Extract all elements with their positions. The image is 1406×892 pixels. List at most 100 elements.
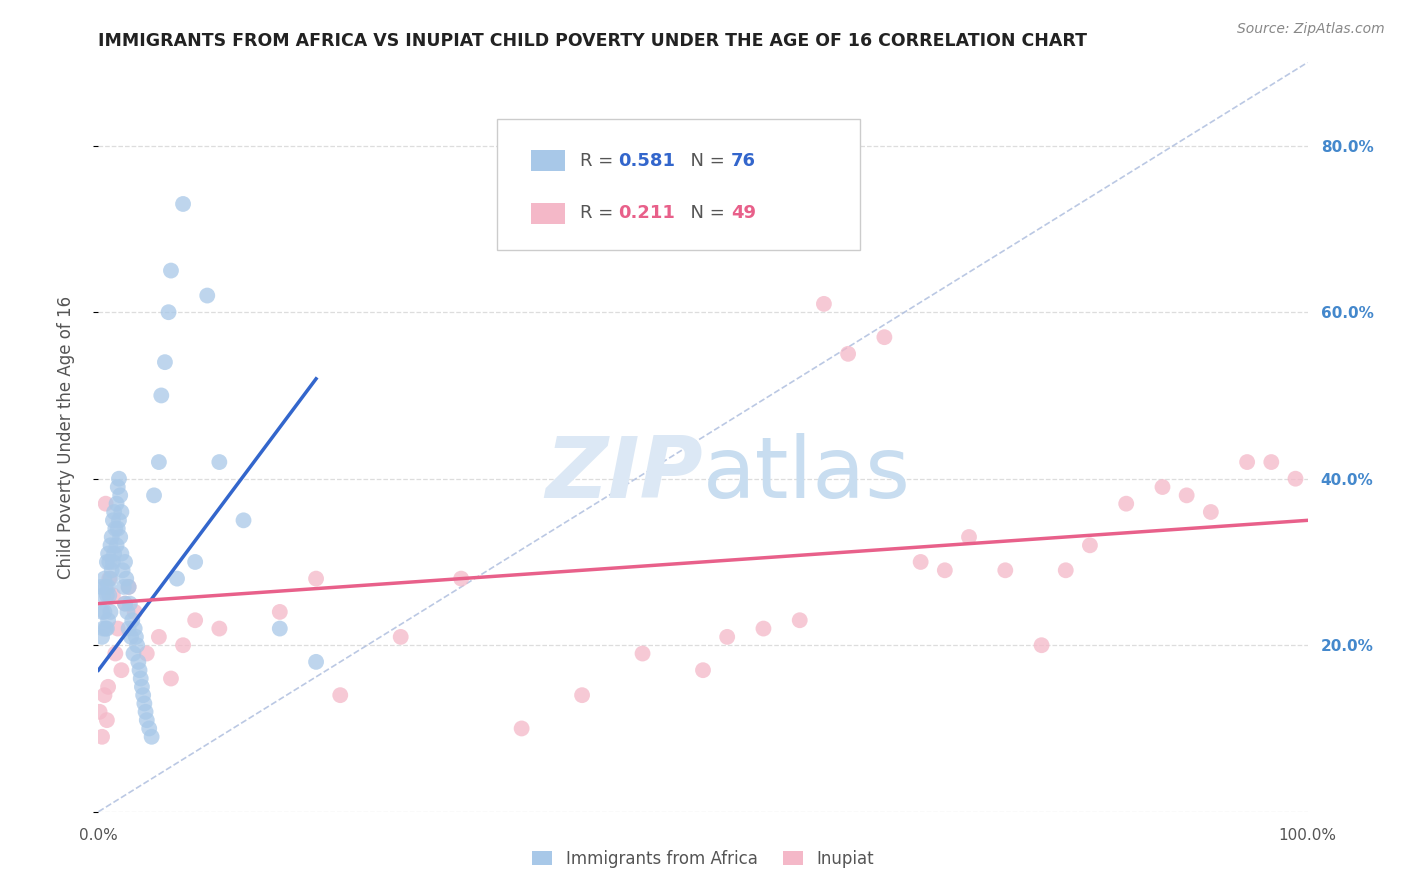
Point	[94, 580, 117, 594]
Point	[184, 613, 207, 627]
Point	[91, 622, 114, 636]
Point	[125, 630, 148, 644]
Point	[631, 647, 654, 661]
Point	[305, 572, 328, 586]
Point	[110, 663, 132, 677]
Point	[135, 647, 157, 661]
FancyBboxPatch shape	[531, 151, 565, 171]
Point	[122, 647, 145, 661]
Point	[96, 555, 118, 569]
Point	[1152, 480, 1174, 494]
Point	[104, 647, 127, 661]
Point	[103, 547, 125, 561]
Point	[108, 472, 131, 486]
Text: IMMIGRANTS FROM AFRICA VS INUPIAT CHILD POVERTY UNDER THE AGE OF 16 CORRELATION : IMMIGRANTS FROM AFRICA VS INUPIAT CHILD …	[98, 32, 1087, 50]
Point	[114, 555, 136, 569]
Point	[1031, 638, 1053, 652]
Point	[131, 680, 153, 694]
Point	[510, 722, 533, 736]
Point	[94, 497, 117, 511]
Point	[100, 572, 122, 586]
Legend: Immigrants from Africa, Inupiat: Immigrants from Africa, Inupiat	[526, 844, 880, 875]
Point	[118, 622, 141, 636]
Point	[120, 630, 142, 644]
Text: 0.211: 0.211	[619, 204, 675, 222]
Point	[129, 672, 152, 686]
Point	[108, 513, 131, 527]
Point	[184, 555, 207, 569]
Point	[96, 622, 118, 636]
Point	[111, 563, 134, 577]
Text: atlas: atlas	[703, 433, 911, 516]
Point	[121, 613, 143, 627]
Point	[91, 588, 114, 602]
Point	[994, 563, 1017, 577]
Point	[124, 605, 146, 619]
Point	[957, 530, 980, 544]
Point	[329, 688, 352, 702]
Point	[692, 663, 714, 677]
Point	[166, 572, 188, 586]
Point	[118, 580, 141, 594]
Text: Source: ZipAtlas.com: Source: ZipAtlas.com	[1237, 22, 1385, 37]
Point	[134, 697, 156, 711]
Text: 49: 49	[731, 204, 756, 222]
Point	[571, 688, 593, 702]
Point	[114, 597, 136, 611]
Text: N =: N =	[679, 152, 730, 170]
Point	[150, 388, 173, 402]
Point	[96, 713, 118, 727]
Point	[108, 530, 131, 544]
Y-axis label: Child Poverty Under the Age of 16: Child Poverty Under the Age of 16	[56, 295, 75, 579]
Point	[837, 347, 859, 361]
Point	[172, 638, 194, 652]
Point	[101, 588, 124, 602]
Point	[93, 572, 115, 586]
Point	[1078, 538, 1101, 552]
Point	[110, 547, 132, 561]
Point	[118, 580, 141, 594]
Point	[91, 730, 114, 744]
Point	[103, 505, 125, 519]
Point	[105, 497, 128, 511]
Point	[110, 505, 132, 519]
Text: N =: N =	[679, 204, 730, 222]
Point	[97, 547, 120, 561]
Point	[172, 197, 194, 211]
Point	[789, 613, 811, 627]
Point	[124, 622, 146, 636]
Point	[269, 605, 291, 619]
Point	[107, 622, 129, 636]
Point	[91, 605, 114, 619]
Point	[1260, 455, 1282, 469]
Text: R =: R =	[579, 152, 619, 170]
Text: 76: 76	[731, 152, 756, 170]
Point	[1115, 497, 1137, 511]
Point	[89, 705, 111, 719]
Point	[101, 555, 124, 569]
Point	[98, 555, 121, 569]
Point	[90, 580, 112, 594]
Point	[232, 513, 254, 527]
Point	[135, 705, 157, 719]
Point	[91, 630, 114, 644]
Point	[138, 722, 160, 736]
Point	[127, 655, 149, 669]
Point	[98, 572, 121, 586]
Point	[813, 297, 835, 311]
Point	[716, 630, 738, 644]
Point	[269, 622, 291, 636]
Point	[143, 488, 166, 502]
Point	[135, 713, 157, 727]
Point	[108, 488, 131, 502]
Point	[100, 530, 122, 544]
Point	[934, 563, 956, 577]
Point	[910, 555, 932, 569]
Point	[114, 597, 136, 611]
Point	[100, 538, 122, 552]
FancyBboxPatch shape	[531, 202, 565, 224]
Point	[97, 580, 120, 594]
Point	[97, 613, 120, 627]
Point	[148, 630, 170, 644]
Point	[100, 605, 122, 619]
